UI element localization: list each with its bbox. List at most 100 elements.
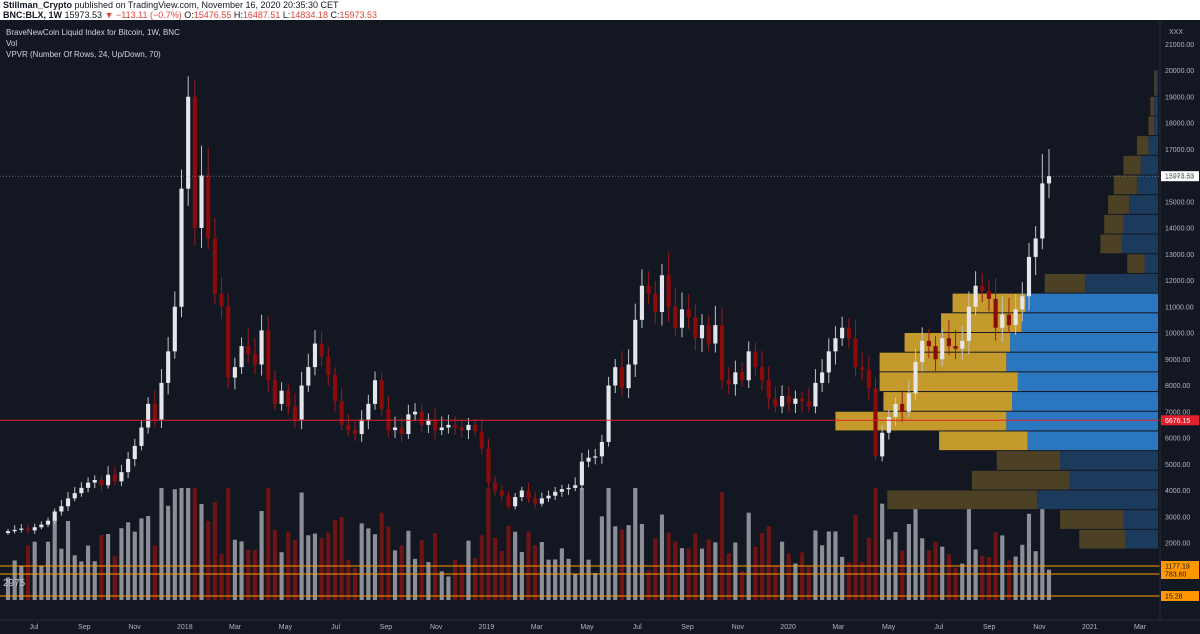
volume-bar <box>212 502 217 600</box>
candle-body <box>826 351 831 373</box>
legend-vpvr[interactable]: VPVR (Number Of Rows, 24, Up/Down, 70) <box>6 50 161 59</box>
volume-bar <box>25 545 31 600</box>
volume-bar <box>5 577 11 600</box>
y-tick-label: 21000.00 <box>1165 42 1194 49</box>
candle-body <box>506 495 511 507</box>
candle-body <box>860 367 865 370</box>
legend-volume[interactable]: Vol <box>6 39 18 48</box>
volume-bar <box>366 528 371 600</box>
volume-bar <box>853 514 858 600</box>
volume-bar <box>79 561 84 600</box>
x-tick-label: Mar <box>531 624 544 631</box>
volume-bar <box>359 523 364 600</box>
volume-bar <box>606 488 611 600</box>
candle-body <box>426 419 431 425</box>
volume-bar <box>773 565 778 600</box>
candle-body <box>713 325 718 344</box>
volume-bar <box>733 542 738 600</box>
candle-body <box>126 459 131 473</box>
y-tick-label: 19000.00 <box>1165 94 1194 101</box>
candle-body <box>673 306 678 328</box>
x-tick-label: Nov <box>430 624 443 631</box>
volume-bar <box>332 520 338 600</box>
candle-body <box>886 417 891 433</box>
candle-body <box>286 390 291 407</box>
vpvr-up-bar <box>879 372 1018 392</box>
volume-bar <box>106 534 111 600</box>
candle-body <box>352 430 358 435</box>
candle-body <box>820 372 825 383</box>
candle-body <box>32 527 37 531</box>
vpvr-up-bar <box>996 451 1061 470</box>
close-value: 15973.53 <box>339 10 378 20</box>
volume-bar <box>299 492 304 600</box>
volume-bar <box>846 562 851 600</box>
volume-bar <box>806 566 811 600</box>
candle-body <box>152 403 157 420</box>
volume-bar <box>32 541 37 600</box>
candle-body <box>252 354 257 365</box>
volume-bar <box>239 541 244 600</box>
vpvr-up-bar <box>939 431 1028 451</box>
candle-body <box>579 461 584 486</box>
volume-bar <box>753 546 758 600</box>
y-tick-label: 9000.00 <box>1165 357 1190 364</box>
volume-bar <box>479 535 484 600</box>
volume-bar <box>1026 513 1032 600</box>
vpvr-up-bar <box>879 352 1007 372</box>
vpvr-down-bar <box>1010 333 1158 352</box>
legend-series[interactable]: BraveNewCoin Liquid Index for Bitcoin, 1… <box>6 28 180 37</box>
volume-bar <box>653 538 658 600</box>
x-tick-label: 2020 <box>780 624 796 631</box>
volume-bar <box>1013 556 1018 600</box>
vpvr-up-bar <box>1148 116 1155 136</box>
candle-body <box>706 325 711 344</box>
candle-body <box>486 448 491 483</box>
candle-body <box>59 506 64 512</box>
candle-body <box>900 403 905 412</box>
candle-body <box>853 338 858 368</box>
vpvr-down-bar <box>1037 490 1158 510</box>
volume-bar <box>886 539 891 600</box>
volume-bar <box>646 570 651 600</box>
candle-body <box>159 382 164 420</box>
candle-body <box>473 424 478 432</box>
candle-body <box>880 432 885 457</box>
volume-bar <box>232 539 237 600</box>
candle-body <box>926 340 931 347</box>
candle-body <box>786 396 791 404</box>
volume-level-tag-bg <box>1161 591 1199 601</box>
volume-level-tag: 1177.19 <box>1165 564 1190 571</box>
candle-body <box>86 482 91 488</box>
candle-body <box>466 424 471 431</box>
publish-info: published on TradingView.com, November 1… <box>74 0 339 10</box>
candle-body <box>699 325 705 339</box>
candle-body <box>359 419 364 435</box>
candle-body <box>813 382 818 407</box>
x-tick-label: Sep <box>983 624 996 631</box>
x-tick-label: 2018 <box>177 624 193 631</box>
candle-body <box>546 495 551 499</box>
volume-bar <box>1006 560 1012 600</box>
volume-bar <box>813 530 818 600</box>
candle-body <box>833 338 838 352</box>
candle-body <box>1033 238 1038 257</box>
candle-body <box>266 330 271 381</box>
candle-body <box>219 293 224 307</box>
volume-bar <box>860 562 865 600</box>
candle-body <box>613 367 618 386</box>
volume-bar <box>12 560 17 600</box>
volume-bar <box>339 516 344 600</box>
low-label: L: <box>282 10 291 20</box>
author-name[interactable]: Stillman_Crypto <box>3 0 73 10</box>
volume-bar <box>746 512 751 600</box>
volume-bar <box>553 559 558 600</box>
volume-bar <box>626 525 631 600</box>
volume-bar <box>973 549 978 600</box>
volume-bar <box>72 555 77 600</box>
candle-body <box>232 367 237 378</box>
y-tick-label: 11000.00 <box>1165 304 1194 311</box>
candle-body <box>586 457 591 462</box>
candle-body <box>846 327 851 339</box>
